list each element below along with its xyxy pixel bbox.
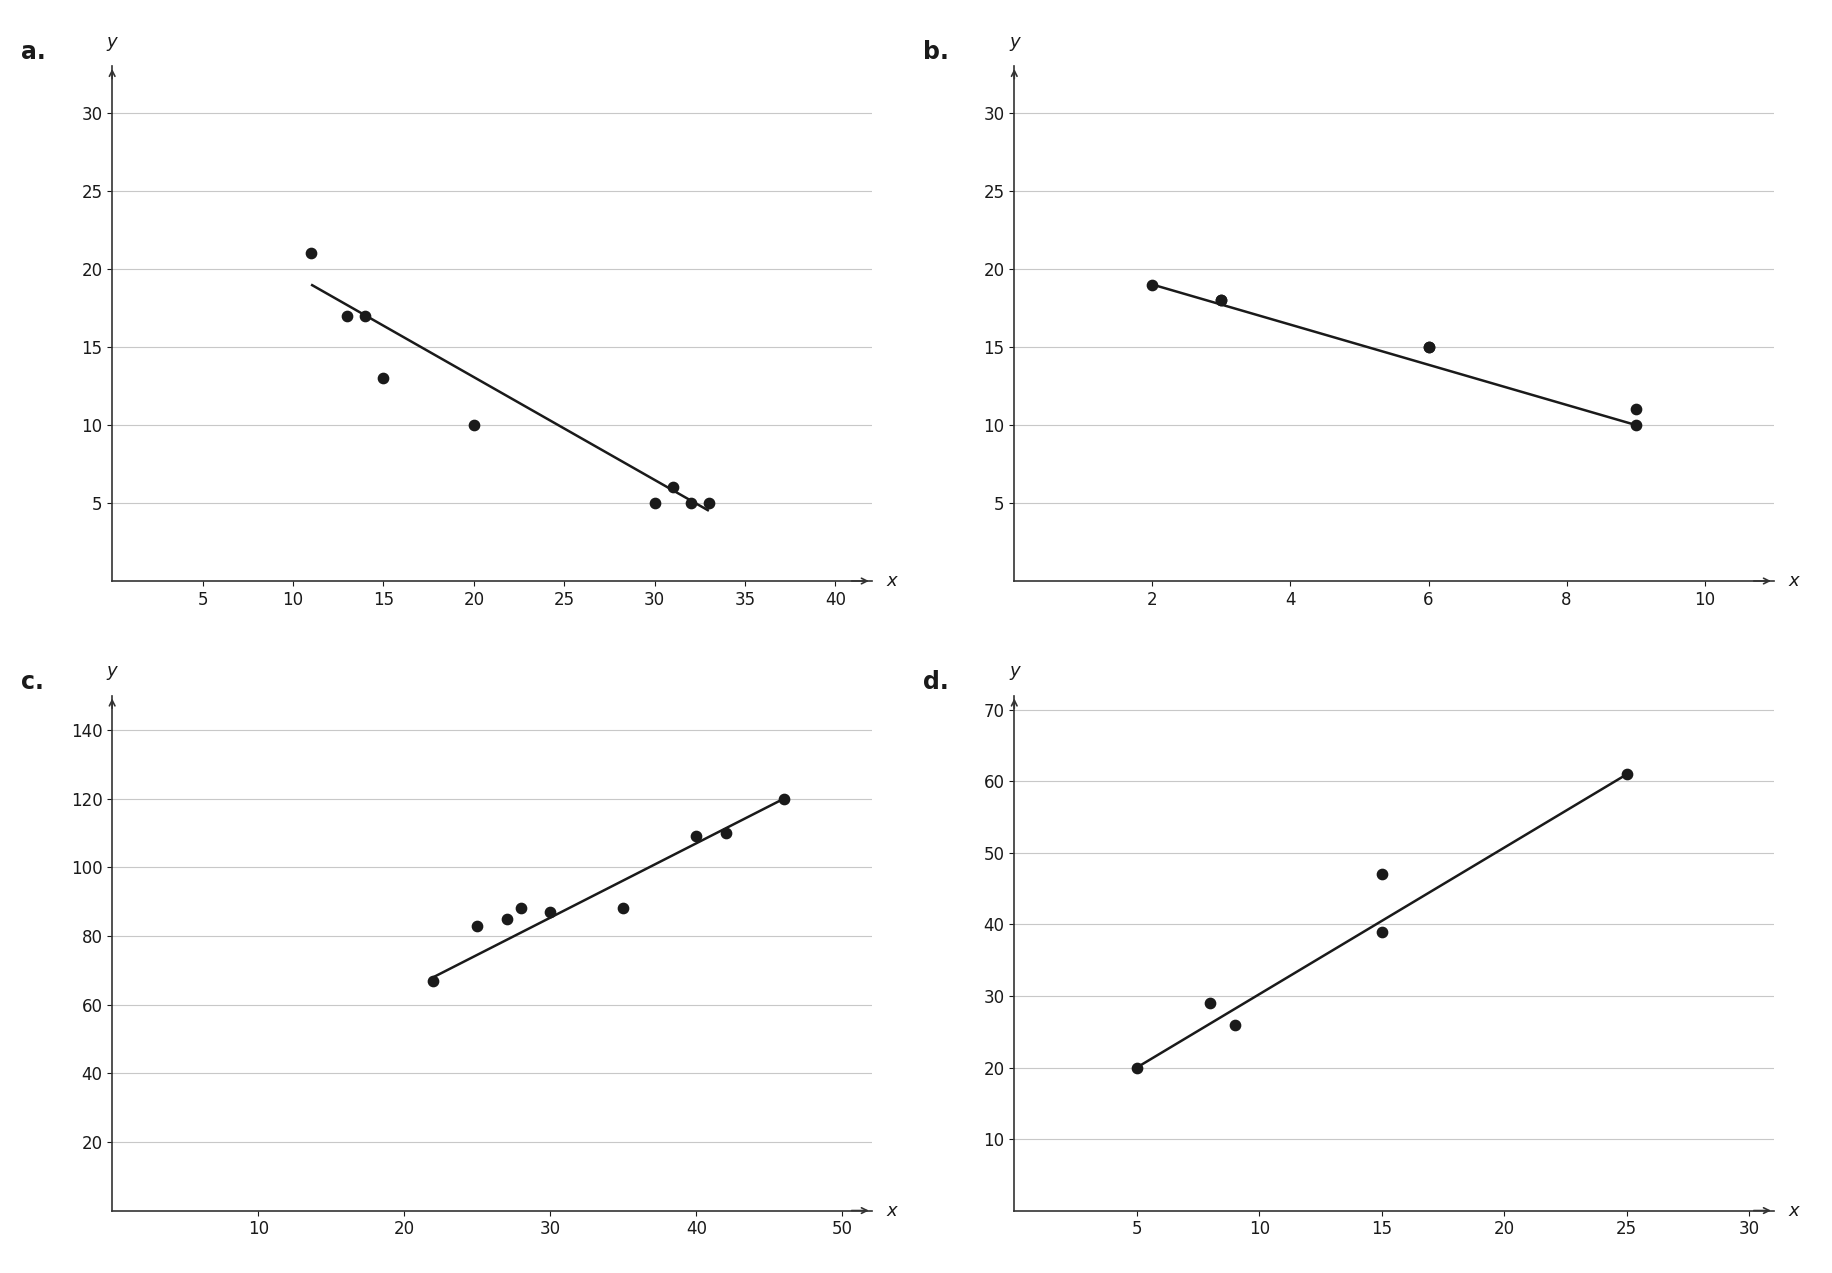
Point (460, 415, 489, 435)
Text: x: x (1788, 572, 1799, 589)
Text: y: y (106, 662, 117, 680)
Text: d.: d. (923, 670, 949, 694)
Text: y: y (106, 33, 117, 51)
Point (658, 477, 687, 498)
Point (1123, 1058, 1152, 1078)
Point (608, 899, 638, 919)
Point (1414, 337, 1444, 358)
Point (1196, 993, 1226, 1013)
Point (682, 826, 711, 847)
Text: y: y (1009, 662, 1020, 680)
Point (1207, 290, 1237, 311)
Point (463, 915, 493, 936)
Text: x: x (887, 1202, 898, 1220)
Point (368, 368, 398, 388)
Point (1220, 1015, 1249, 1035)
Point (297, 243, 326, 264)
Point (350, 306, 379, 326)
Point (1138, 275, 1167, 295)
Point (1612, 764, 1641, 784)
Text: a.: a. (20, 41, 46, 65)
Point (535, 901, 564, 922)
Point (1207, 290, 1237, 311)
Point (711, 822, 740, 843)
Point (1621, 400, 1651, 420)
Point (1367, 922, 1396, 942)
Point (694, 493, 724, 513)
Point (1414, 337, 1444, 358)
Point (639, 493, 669, 513)
Text: x: x (887, 572, 898, 589)
Point (1621, 415, 1651, 435)
Point (506, 899, 535, 919)
Point (420, 970, 449, 990)
Point (491, 909, 520, 929)
Point (333, 306, 363, 326)
Text: b.: b. (923, 41, 949, 65)
Point (1367, 864, 1396, 885)
Point (676, 493, 705, 513)
Text: c.: c. (20, 670, 44, 694)
Text: y: y (1009, 33, 1020, 51)
Point (769, 788, 799, 808)
Text: x: x (1788, 1202, 1799, 1220)
